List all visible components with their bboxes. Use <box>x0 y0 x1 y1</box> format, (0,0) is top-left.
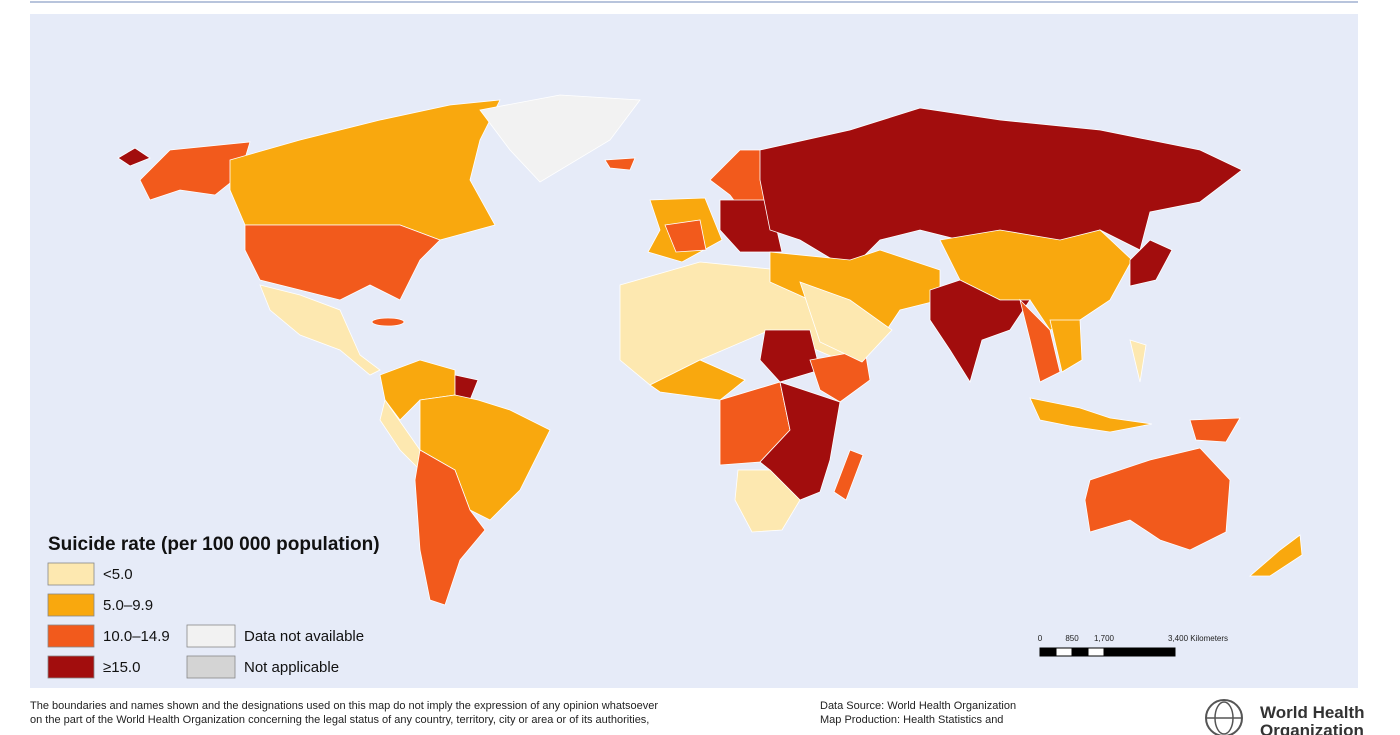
disclaimer-line: The boundaries and names shown and the d… <box>30 700 658 712</box>
cuba <box>371 317 405 327</box>
japan <box>1129 239 1173 287</box>
legend-swatch <box>47 624 95 648</box>
sudan <box>759 329 821 383</box>
france <box>664 219 707 253</box>
legend-label: 5.0–9.9 <box>103 597 153 614</box>
legend-swatch <box>186 624 236 648</box>
disclaimer-line: on the part of the World Health Organiza… <box>30 714 649 726</box>
philippines <box>1129 339 1147 383</box>
legend-label: 10.0–14.9 <box>103 628 170 645</box>
west-africa <box>649 359 746 401</box>
russia <box>759 107 1243 271</box>
scale-label: 850 <box>1065 634 1079 643</box>
scale-segment <box>1103 647 1176 657</box>
credit-line: Data Source: World Health Organization <box>820 700 1016 712</box>
scale-label: 3,400 Kilometers <box>1168 634 1228 643</box>
legend-label: Data not available <box>244 628 364 645</box>
southern-cone <box>414 449 486 606</box>
australia <box>1084 447 1231 551</box>
legend-title: Suicide rate (per 100 000 population) <box>48 534 380 555</box>
myanmar-thailand <box>1019 298 1061 383</box>
greenland <box>479 94 641 183</box>
scale-segment <box>1087 647 1105 657</box>
arabia <box>799 281 893 363</box>
scale-bar: 0 850 1,700 3,400 Kilometers <box>1038 634 1228 657</box>
logo-text: World Health <box>1260 703 1365 722</box>
southern-africa <box>734 469 801 533</box>
legend-label: Not applicable <box>244 659 339 676</box>
mexico-central-america <box>259 284 381 376</box>
indonesia <box>1029 397 1153 433</box>
logo-text: Organization <box>1260 721 1364 735</box>
peru <box>379 399 421 471</box>
papua-new-guinea <box>1189 417 1241 443</box>
world-map <box>117 94 1303 606</box>
scale-label: 0 <box>1038 634 1043 643</box>
iceland <box>604 157 636 171</box>
legend: <5.0 5.0–9.9 10.0–14.9 ≥15.0 Data not availa… <box>47 562 364 679</box>
scale-label: 1,700 <box>1094 634 1115 643</box>
scale-segment <box>1071 647 1089 657</box>
credit-line: Map Production: Health Statistics and <box>820 714 1003 726</box>
legend-swatch <box>47 593 95 617</box>
legend-swatch <box>186 655 236 679</box>
legend-swatch <box>47 655 95 679</box>
legend-swatch <box>47 562 95 586</box>
india <box>929 279 1031 383</box>
scale-segment <box>1055 647 1073 657</box>
chukotka <box>117 147 151 167</box>
alaska <box>139 141 251 201</box>
who-emblem <box>1205 699 1243 735</box>
legend-label: ≥15.0 <box>103 659 140 676</box>
usa <box>244 224 441 301</box>
new-zealand <box>1248 534 1303 577</box>
madagascar <box>833 449 864 501</box>
legend-label: <5.0 <box>103 566 133 583</box>
indochina <box>1049 319 1083 373</box>
scale-segment <box>1039 647 1057 657</box>
middle-east-central-asia <box>769 249 941 341</box>
